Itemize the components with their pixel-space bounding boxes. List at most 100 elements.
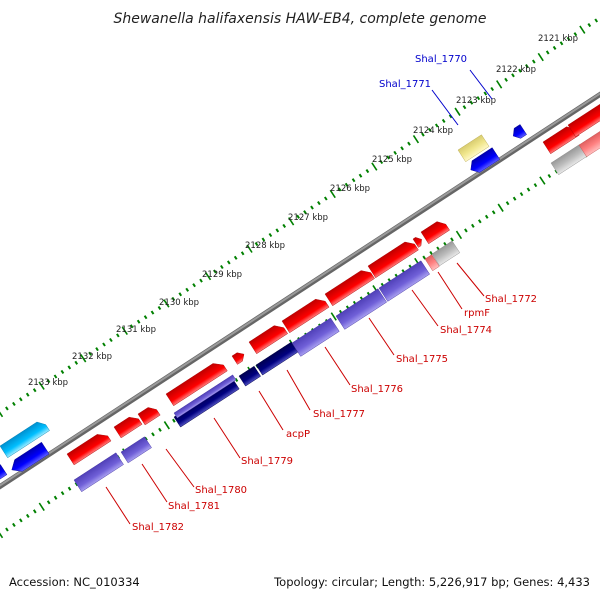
tick-mark-major [38,381,45,390]
gene-rev-3[interactable] [173,374,237,419]
gene-label-shal-1774[interactable]: Shal_1774 [440,325,492,336]
tick-mark-minor [505,201,510,206]
tick-mark-minor [483,91,488,96]
tick-mark-minor [484,214,489,219]
tick-mark-minor [46,500,51,505]
tick-mark-minor [511,73,515,78]
tick-mark-major [38,502,45,512]
gene-shal-1775[interactable] [324,267,375,307]
tick-mark-minor [226,260,231,265]
tick-mark-minor [296,214,300,219]
tick-mark-minor [74,360,79,365]
tick-mark-minor [233,255,238,260]
tick-mark-minor [441,118,446,123]
tick-mark-major [496,80,503,89]
tick-mark-minor [32,388,37,393]
tick-mark-minor [351,178,356,183]
gene-rev-grey[interactable] [431,240,461,267]
tick-mark-minor [275,228,280,233]
gene-shal-1772[interactable] [420,218,450,245]
tick-mark-minor [143,315,148,320]
gene-label-shal-1779[interactable]: Shal_1779 [241,456,293,467]
gene-label-shal-1771[interactable]: Shal_1771 [379,79,431,90]
tick-mark-minor [490,86,495,92]
gene-label-shal-1780[interactable]: Shal_1780 [195,485,247,496]
gene-shal-1771[interactable] [467,147,501,176]
tick-mark-minor [12,401,16,406]
gene-shal-1774[interactable] [367,238,419,279]
tick-mark-minor [25,513,30,518]
tick-mark-major [539,176,546,185]
tick-mark-minor [136,319,141,324]
tick-mark-minor [67,365,72,370]
backbone [0,91,600,490]
gene-shal-1781[interactable] [113,413,143,439]
tick-mark-minor [25,392,30,397]
gene-rev-navy-2[interactable] [238,365,261,387]
gene-label-shal-1777[interactable]: Shal_1777 [313,409,365,420]
tick-label: 2126 kbp [330,184,370,194]
gene-acpp[interactable] [231,350,247,365]
tick-mark-minor [566,36,571,41]
tick-mark-major [412,134,420,144]
genome-summary-text: Topology: circular; Length: 5,226,917 bp… [273,575,590,589]
tick-mark-minor [53,374,58,379]
tick-mark-minor [323,196,328,201]
tick-mark-minor [400,146,404,151]
tick-mark-major [579,25,586,34]
tick-mark-minor [344,182,349,187]
tick-mark-minor [533,183,538,188]
tick-mark-major [163,421,170,430]
tick-mark-minor [151,432,155,437]
gene-rev-4[interactable] [291,317,340,357]
tick-mark-major [246,244,253,253]
gene-rev-5[interactable] [335,288,387,330]
tick-mark-major [371,162,378,171]
gene-rev-2[interactable] [120,436,152,464]
tick-mark-minor [310,205,314,210]
tick-mark-minor [18,397,23,402]
gene-label-shal-1782[interactable]: Shal_1782 [132,522,184,533]
gene-shal-1780[interactable] [137,404,161,426]
gene-shal-1770[interactable] [510,124,527,141]
tick-mark-minor [19,518,23,523]
gene-offscreen-red-2[interactable] [567,102,600,138]
gene-rev-pink[interactable] [424,254,440,272]
tick-mark-minor [220,264,224,270]
gene-label-rpmf[interactable]: rpmF [464,308,490,319]
gene-label-shal-1770[interactable]: Shal_1770 [415,54,467,65]
tick-mark-minor [477,219,482,224]
tick-mark-major [497,203,504,212]
tick-mark-minor [12,522,16,527]
gene-offscreen-cyan[interactable] [0,419,50,459]
tick-mark-major [454,107,461,116]
gene-shal-1777[interactable] [248,322,288,355]
tick-mark-minor [192,283,196,288]
gene-shal-1776[interactable] [281,295,330,334]
gene-khaki[interactable] [457,134,490,163]
tick-mark-major [330,312,337,321]
tick-mark-minor [67,486,72,491]
gene-label-shal-1772[interactable]: Shal_1772 [485,294,537,305]
tick-mark-major [329,189,336,199]
gene-rev-6[interactable] [378,260,430,302]
gene-offscreen-blue-left[interactable] [8,441,50,476]
gene-rev-pink-right[interactable] [578,128,600,158]
gene-offscreen-blue-edge[interactable] [0,464,8,481]
gene-shal-1779[interactable] [165,359,228,407]
gene-rev-1[interactable] [73,452,124,493]
gene-rpmf[interactable] [412,235,424,248]
gene-label-shal-1775[interactable]: Shal_1775 [396,354,448,365]
gene-label-shal-1776[interactable]: Shal_1776 [351,384,403,395]
tick-mark-minor [434,123,439,128]
gene-label-shal-1781[interactable]: Shal_1781 [168,501,220,512]
tick-mark-minor [185,287,190,292]
tick-mark-minor [547,173,552,179]
tick-mark-minor [491,210,496,215]
tick-mark-minor [422,255,427,260]
gene-label-acpp[interactable]: acpP [286,429,310,440]
reverse-strand-genes [73,128,600,493]
tick-mark-minor [525,64,529,69]
gene-shal-1782[interactable] [66,430,112,466]
